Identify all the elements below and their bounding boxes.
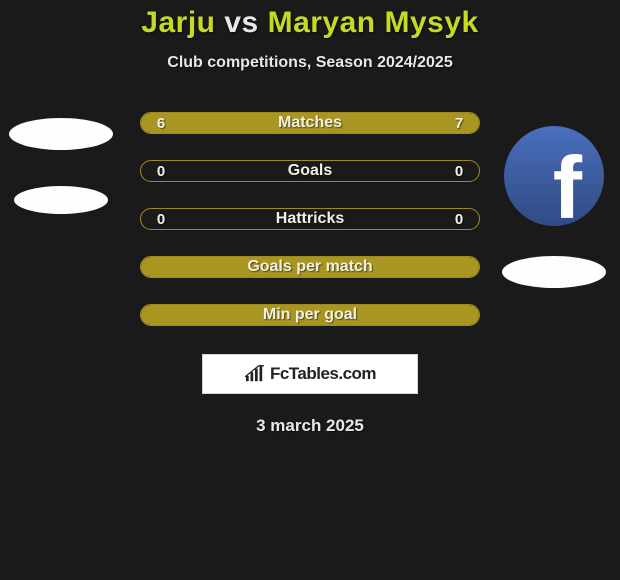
date-label: 3 march 2025 xyxy=(0,416,620,436)
player1-avatar-zone xyxy=(9,118,113,214)
stat-label: Matches xyxy=(278,114,342,132)
stat-label: Goals per match xyxy=(247,258,372,276)
player1-photo-placeholder xyxy=(9,118,113,150)
stat-row-mpg: Min per goal xyxy=(140,304,480,326)
bar-chart-icon xyxy=(244,365,266,383)
subtitle: Club competitions, Season 2024/2025 xyxy=(0,54,620,72)
vs-label: vs xyxy=(224,6,258,39)
stat-value-left: 0 xyxy=(153,211,169,228)
stat-value-right: 0 xyxy=(451,211,467,228)
player1-name: Jarju xyxy=(141,6,215,39)
stat-value-left: 0 xyxy=(153,163,169,180)
watermark[interactable]: FcTables.com xyxy=(202,354,418,394)
player2-avatar-zone: f xyxy=(502,126,606,288)
stat-text: 0 Hattricks 0 xyxy=(141,211,479,228)
page-title: Jarju vs Maryan Mysyk xyxy=(0,6,620,40)
stats-list: 6 Matches 7 0 Goals 0 0 Hattricks 0 xyxy=(140,112,480,326)
player1-club-placeholder xyxy=(14,186,108,214)
stat-value-right: 0 xyxy=(451,163,467,180)
player2-club-placeholder xyxy=(502,256,606,288)
facebook-share-button[interactable]: f xyxy=(504,126,604,226)
watermark-text: FcTables.com xyxy=(270,364,376,384)
facebook-icon: f xyxy=(553,144,582,226)
stat-value-right: 7 xyxy=(451,115,467,132)
stat-row-gpm: Goals per match xyxy=(140,256,480,278)
stat-row-goals: 0 Goals 0 xyxy=(140,160,480,182)
stat-row-matches: 6 Matches 7 xyxy=(140,112,480,134)
stat-label: Hattricks xyxy=(276,210,344,228)
stat-text: 0 Goals 0 xyxy=(141,163,479,180)
stat-text: 6 Matches 7 xyxy=(141,115,479,132)
stat-value-left: 6 xyxy=(153,115,169,132)
stat-label: Min per goal xyxy=(263,306,357,324)
stat-row-hattricks: 0 Hattricks 0 xyxy=(140,208,480,230)
stat-label: Goals xyxy=(288,162,332,180)
player2-name: Maryan Mysyk xyxy=(268,6,479,39)
